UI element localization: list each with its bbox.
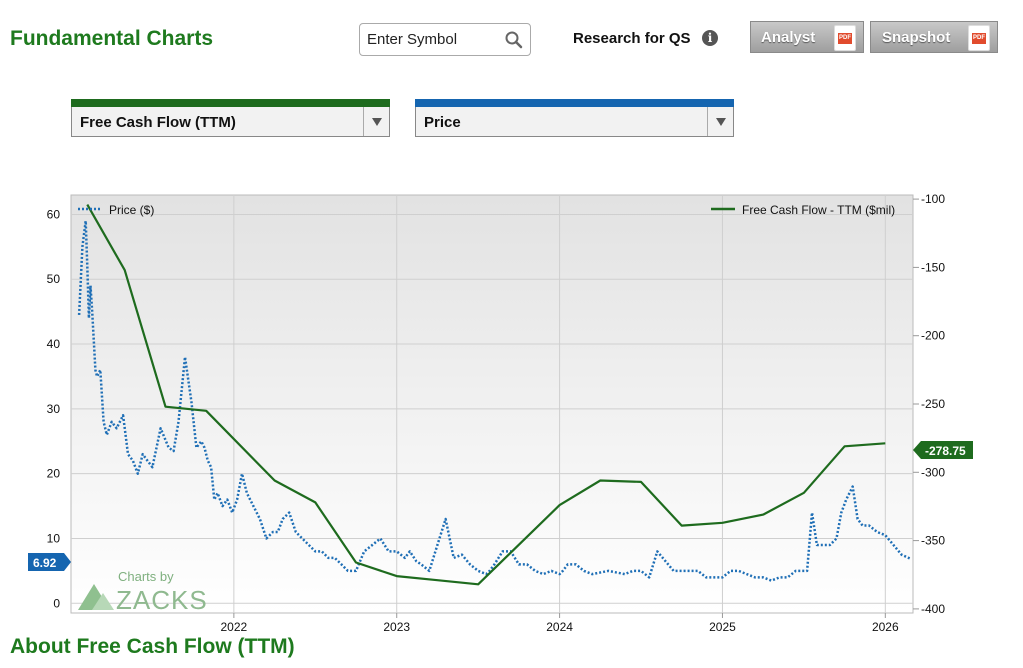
y-left-tick-label: 10	[47, 531, 61, 545]
legend: Price ($) Free Cash Flow - TTM ($mil)	[78, 203, 895, 217]
x-tick-label: 2026	[872, 620, 899, 634]
y-left-tick-label: 20	[47, 467, 61, 481]
fcf-current-value: -278.75	[925, 444, 966, 458]
fcf-series-line	[86, 204, 886, 586]
price-current-badge	[28, 553, 71, 571]
legend-price-label: Price ($)	[109, 203, 154, 217]
snapshot-pdf-button[interactable]: Snapshot PDF	[870, 21, 998, 53]
pdf-icon: PDF	[969, 26, 989, 50]
symbol-search[interactable]	[359, 23, 531, 56]
watermark-line2: ZACKS	[116, 585, 208, 615]
analyst-button-label: Analyst	[761, 29, 816, 46]
watermark: Charts by ZACKS	[78, 569, 208, 615]
secondary-metric-select[interactable]: Price	[415, 99, 734, 137]
y-left-tick-label: 50	[47, 272, 61, 286]
x-tick-label: 2025	[709, 620, 736, 634]
price-current-label: 6.92	[28, 553, 71, 571]
y-left-tick-label: 40	[47, 337, 61, 351]
research-label: Research for QS	[573, 30, 691, 47]
grid-lines	[71, 195, 913, 613]
series-lines	[77, 204, 911, 586]
chevron-down-icon[interactable]	[707, 107, 733, 136]
primary-select-value: Free Cash Flow (TTM)	[80, 114, 236, 131]
fcf-current-badge	[913, 441, 973, 459]
about-heading: About Free Cash Flow (TTM)	[10, 635, 295, 658]
secondary-select-value: Price	[424, 114, 461, 131]
search-icon[interactable]	[504, 30, 524, 50]
y-left-tick-label: 0	[53, 596, 60, 610]
chevron-down-icon[interactable]	[363, 107, 389, 136]
y-right-tick-label: -400	[921, 602, 945, 616]
primary-metric-select[interactable]: Free Cash Flow (TTM)	[71, 99, 390, 137]
page-title: Fundamental Charts	[10, 27, 214, 50]
y-left-tick-label: 30	[47, 402, 61, 416]
watermark-line1: Charts by	[118, 569, 174, 584]
plot-area	[70, 194, 914, 614]
pdf-badge: PDF	[972, 33, 986, 44]
y-right-tick-label: -350	[921, 534, 945, 548]
y-right-tick-label: -300	[921, 465, 945, 479]
x-tick-label: 2024	[546, 620, 573, 634]
y-right-tick-label: -250	[921, 397, 945, 411]
snapshot-button-label: Snapshot	[882, 29, 951, 46]
analyst-pdf-button[interactable]: Analyst PDF	[750, 21, 864, 53]
price-current-value: 6.92	[33, 556, 57, 570]
pdf-icon: PDF	[835, 26, 855, 50]
legend-fcf-label: Free Cash Flow - TTM ($mil)	[742, 203, 895, 217]
axis-ticks: 0 10 20 30 40 50 60 -100 -150 -200 -250 -300 -350 -40…	[47, 192, 946, 634]
fcf-current-label: -278.75	[913, 441, 973, 459]
x-tick-label: 2022	[221, 620, 248, 634]
primary-select-accent	[71, 99, 390, 107]
y-right-tick-label: -200	[921, 329, 945, 343]
pdf-badge: PDF	[838, 33, 852, 44]
y-right-tick-label: -100	[921, 192, 945, 206]
zacks-logo-icon-inner	[92, 593, 114, 610]
price-series-line	[77, 219, 911, 582]
y-left-tick-label: 60	[47, 207, 61, 221]
y-right-tick-label: -150	[921, 260, 945, 274]
info-icon[interactable]: i	[702, 30, 718, 46]
x-tick-label: 2023	[383, 620, 410, 634]
symbol-search-input[interactable]	[360, 24, 507, 55]
secondary-select-accent	[415, 99, 734, 107]
